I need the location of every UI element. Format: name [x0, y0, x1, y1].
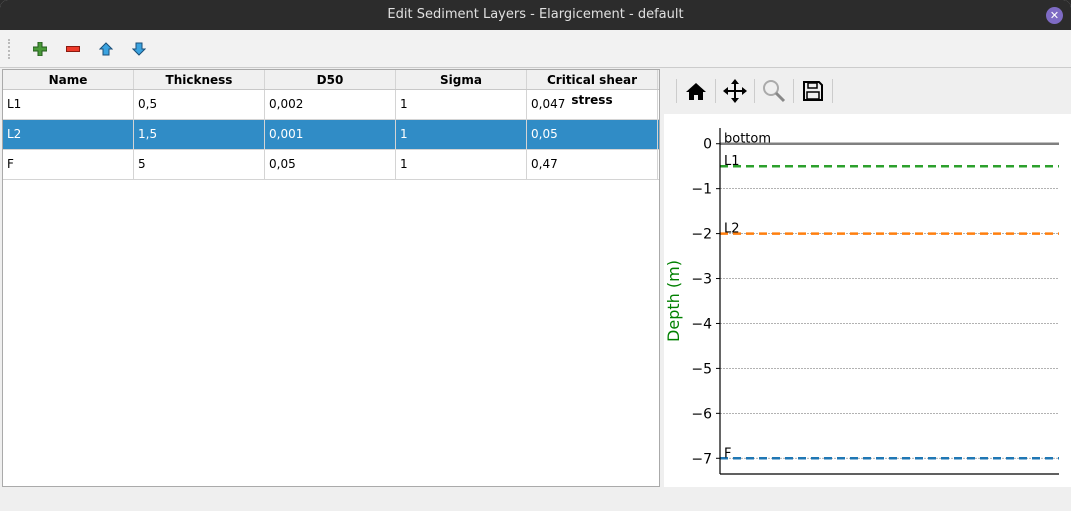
table-cell[interactable]: F — [3, 150, 134, 179]
y-tick-label: −7 — [691, 451, 712, 467]
window-title: Edit Sediment Layers - Elargicement - de… — [387, 7, 684, 22]
y-tick-label: −5 — [691, 361, 712, 377]
save-icon — [803, 81, 823, 101]
table-cell[interactable]: 0,002 — [265, 90, 396, 119]
layers-table: Name Thickness D50 Sigma Critical shear … — [2, 69, 660, 487]
depth-chart[interactable]: 0 −1 −2 −3 −4 −5 −6 −7 bottom L1 L2 F Depth (m) — [664, 114, 1071, 487]
table-cell[interactable]: 1,5 — [134, 120, 265, 149]
zoom-icon — [763, 80, 786, 103]
table-cell[interactable]: 5 — [134, 150, 265, 179]
layer-label: F — [724, 446, 731, 461]
y-tick-label: 0 — [703, 137, 712, 153]
move-down-icon — [131, 42, 146, 56]
home-button[interactable] — [681, 76, 711, 106]
y-tick-label: −2 — [691, 227, 712, 243]
table-cell[interactable]: L1 — [3, 90, 134, 119]
column-header-name[interactable]: Name — [3, 70, 134, 89]
table-cell[interactable]: 0,05 — [527, 120, 658, 149]
layer-label: bottom — [724, 132, 771, 147]
title-bar: Edit Sediment Layers - Elargicement - de… — [0, 0, 1071, 30]
move-down-button[interactable] — [122, 35, 155, 63]
save-figure-button[interactable] — [798, 76, 828, 106]
move-up-icon — [98, 41, 113, 55]
move-up-button[interactable] — [89, 35, 122, 63]
table-cell[interactable]: 0,047 — [527, 90, 658, 119]
y-tick-label: −6 — [691, 406, 712, 422]
table-row-selected[interactable]: L2 1,5 0,001 1 0,05 — [3, 120, 659, 150]
table-cell[interactable]: 1 — [396, 120, 527, 149]
table-cell[interactable]: 0,47 — [527, 150, 658, 179]
table-row[interactable]: F 5 0,05 1 0,47 — [3, 150, 659, 180]
pan-button[interactable] — [720, 76, 750, 106]
plot-toolbar — [664, 69, 1071, 113]
layers-toolbar — [0, 30, 1071, 68]
column-header-thickness[interactable]: Thickness — [134, 70, 265, 89]
y-tick-label: −3 — [691, 272, 712, 288]
layer-label: L2 — [724, 222, 740, 237]
home-icon — [686, 83, 706, 100]
add-icon — [32, 41, 47, 56]
depth-plot[interactable]: 0 −1 −2 −3 −4 −5 −6 −7 bottom L1 L2 F Depth (m) — [664, 114, 1071, 487]
table-cell[interactable]: 0,5 — [134, 90, 265, 119]
y-tick-label: −1 — [691, 182, 712, 198]
table-cell[interactable]: 1 — [396, 90, 527, 119]
status-bar — [0, 489, 1071, 511]
column-header-critical-shear-stress[interactable]: Critical shear stress — [527, 70, 658, 107]
table-cell[interactable]: 0,05 — [265, 150, 396, 179]
toolbar-grip[interactable] — [8, 38, 11, 59]
close-button[interactable]: ✕ — [1046, 7, 1063, 24]
pan-icon — [723, 79, 747, 103]
layer-label: L1 — [724, 154, 740, 169]
table-row[interactable]: L1 0,5 0,002 1 0,047 — [3, 90, 659, 120]
remove-icon — [65, 45, 80, 52]
plot-panel: 0 −1 −2 −3 −4 −5 −6 −7 bottom L1 L2 F Depth (m) — [664, 69, 1071, 489]
table-cell[interactable]: 0,001 — [265, 120, 396, 149]
y-tick-label: −4 — [691, 316, 712, 332]
column-header-d50[interactable]: D50 — [265, 70, 396, 89]
table-cell[interactable]: 1 — [396, 150, 527, 179]
zoom-button[interactable] — [759, 76, 789, 106]
y-axis-label: Depth (m) — [664, 260, 683, 342]
add-layer-button[interactable] — [23, 35, 56, 63]
remove-layer-button[interactable] — [56, 35, 89, 63]
column-header-sigma[interactable]: Sigma — [396, 70, 527, 89]
table-header: Name Thickness D50 Sigma Critical shear … — [3, 70, 659, 107]
table-cell[interactable]: L2 — [3, 120, 134, 149]
